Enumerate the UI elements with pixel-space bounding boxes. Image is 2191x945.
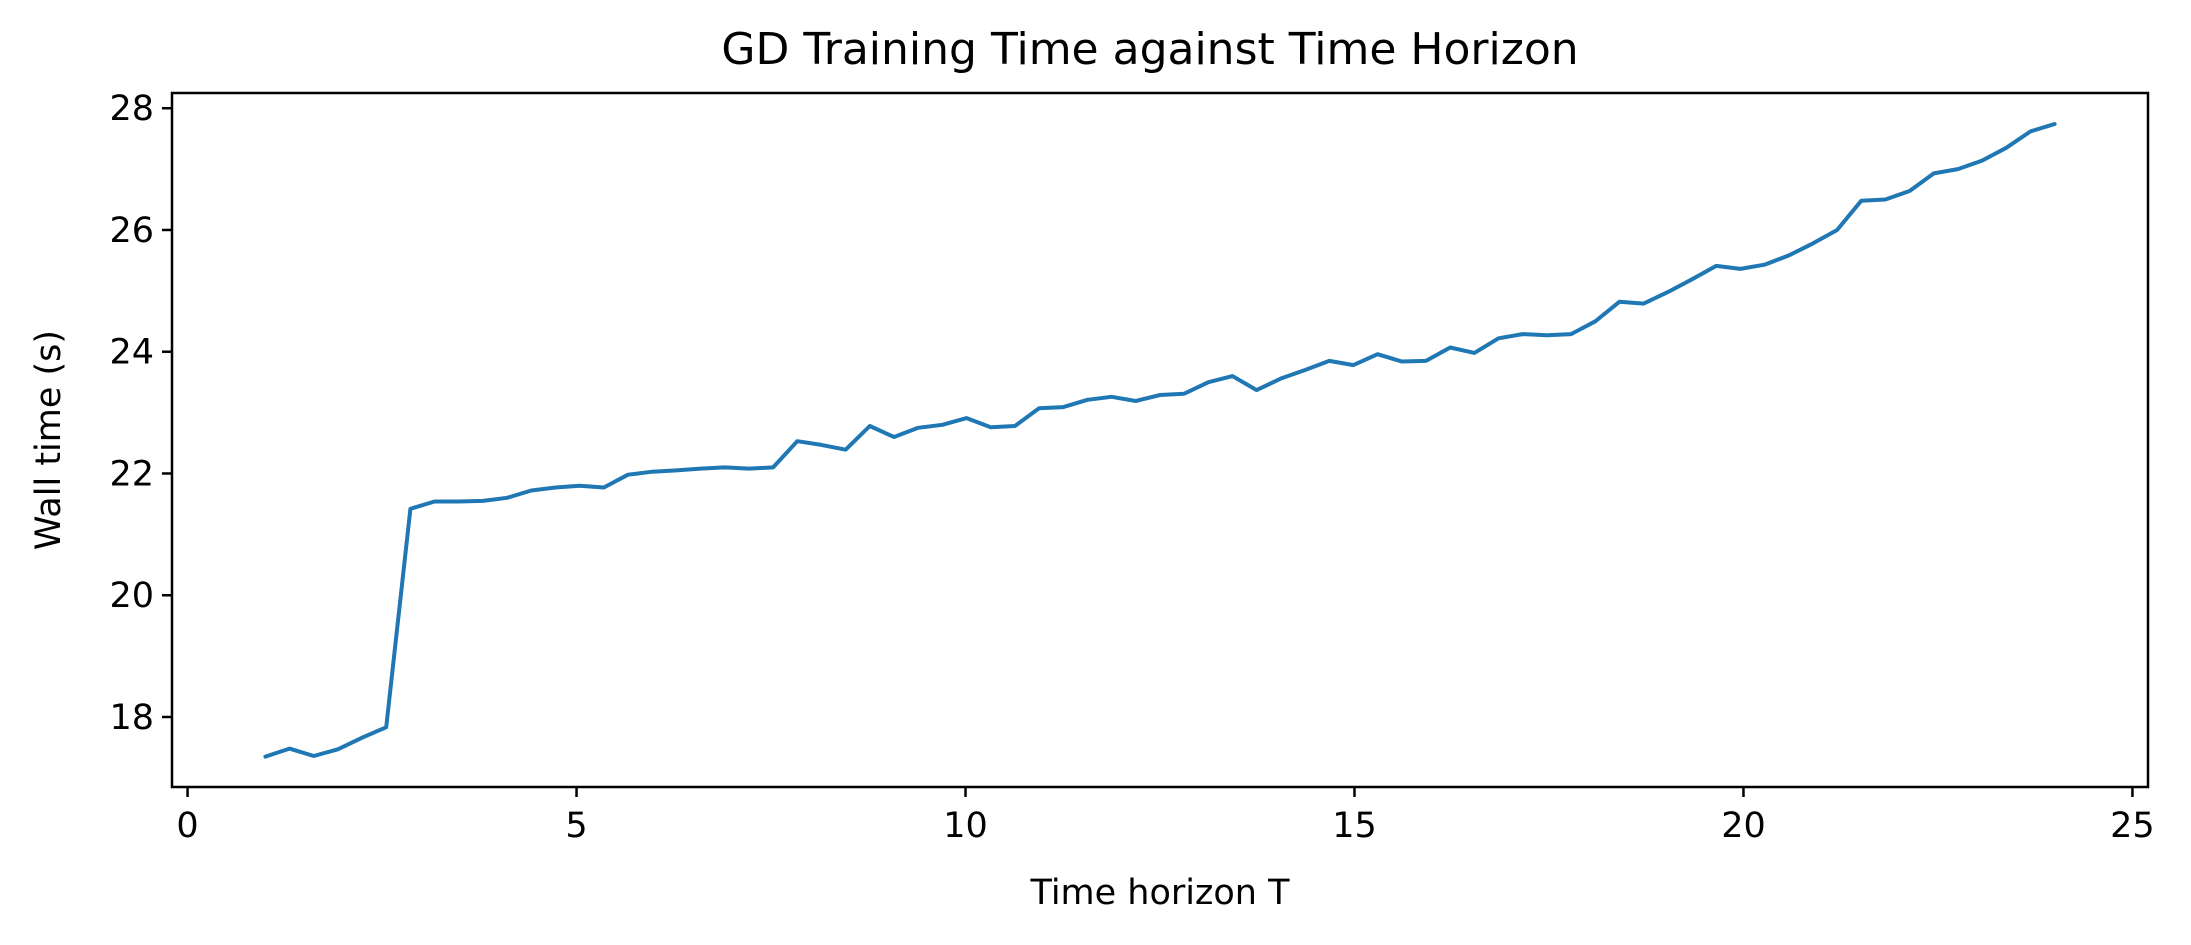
y-tick-label: 28 <box>109 89 154 129</box>
plot-area <box>263 122 2057 759</box>
x-axis: 0 5 10 15 20 25 <box>176 787 2155 846</box>
x-axis-label: Time horizon T <box>1030 873 1291 913</box>
y-tick-label: 18 <box>109 698 154 738</box>
y-tick-label: 20 <box>109 576 154 616</box>
plot-frame <box>170 91 2150 789</box>
x-tick-label: 25 <box>2110 806 2155 846</box>
x-tick-label: 5 <box>565 806 587 846</box>
x-tick-label: 20 <box>1721 806 1766 846</box>
x-tick-label: 10 <box>943 806 988 846</box>
y-axis-label: Wall time (s) <box>29 330 69 550</box>
y-tick-label: 22 <box>109 454 154 494</box>
y-axis: 18 20 22 24 26 28 <box>109 89 172 738</box>
x-tick-label: 15 <box>1332 806 1377 846</box>
chart-title: GD Training Time against Time Horizon <box>721 24 1578 75</box>
y-tick-label: 26 <box>109 211 154 251</box>
x-tick-label: 0 <box>176 806 198 846</box>
series-line <box>263 122 2057 759</box>
y-tick-label: 24 <box>109 333 154 373</box>
